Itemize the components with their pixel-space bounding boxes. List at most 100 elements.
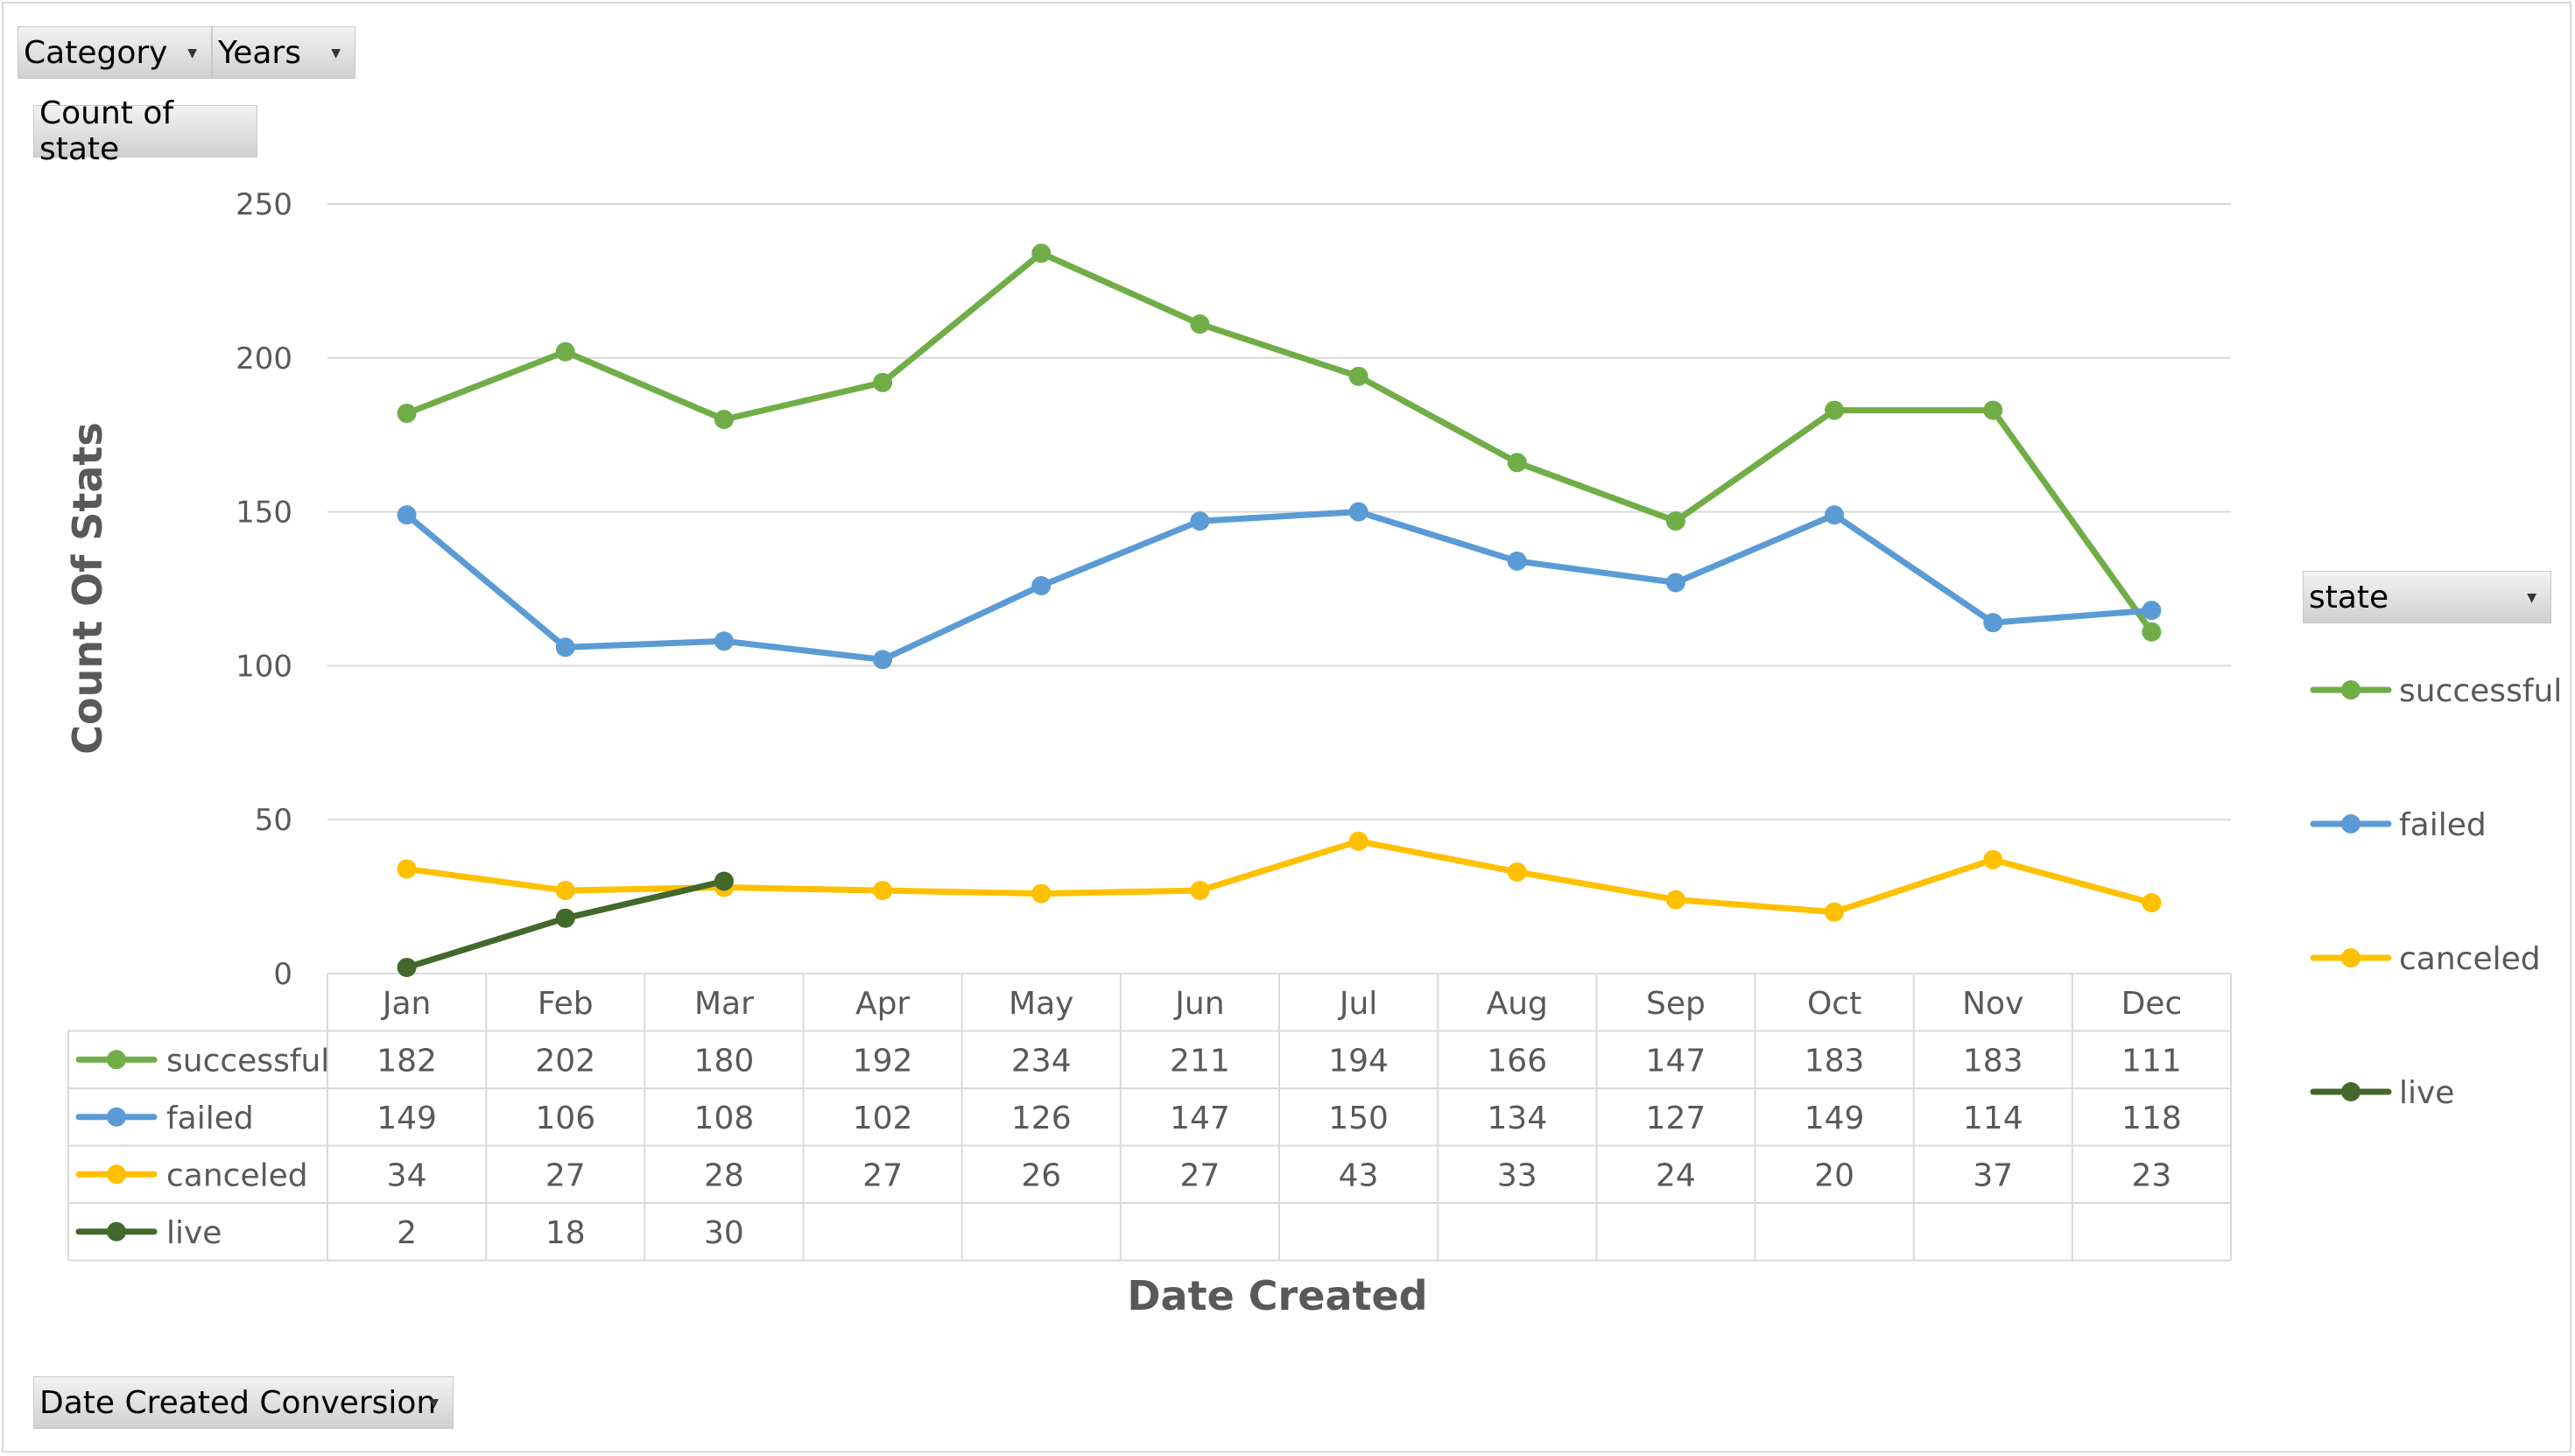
x-tick-label: Mar	[694, 986, 754, 1022]
legend-marker	[2341, 814, 2360, 834]
table-cell-value: 134	[1487, 1101, 1547, 1136]
x-tick-label: Aug	[1487, 986, 1548, 1022]
series-line-canceled	[404, 838, 2155, 916]
table-cell-value: 30	[704, 1215, 744, 1251]
table-series-label: failed	[166, 1101, 254, 1136]
dropdown-arrow-icon: ▼	[429, 1396, 439, 1410]
data-point-canceled	[2142, 893, 2162, 913]
data-point-successful	[873, 372, 893, 392]
y-tick-label: 200	[236, 341, 292, 376]
table-series-label: live	[166, 1215, 222, 1251]
table-cell-value: 183	[1963, 1043, 2023, 1079]
data-point-canceled	[1190, 881, 1210, 901]
data-point-successful	[1031, 243, 1052, 264]
data-point-live	[397, 957, 417, 977]
y-axis-ticks: 0 50 100 150 200 250	[236, 187, 292, 992]
data-point-failed	[1507, 551, 1527, 571]
dropdown-arrow-icon: ▼	[187, 46, 197, 60]
data-point-failed	[1348, 502, 1368, 522]
table-cell-value: 192	[853, 1043, 913, 1079]
data-point-successful	[1983, 400, 2003, 420]
data-point-failed	[397, 505, 417, 525]
legend-label: failed	[2399, 807, 2487, 843]
table-cell-value: 24	[1656, 1157, 1696, 1193]
table-cell-value: 180	[694, 1043, 755, 1079]
table-cell-value: 127	[1646, 1101, 1706, 1136]
table-cell-value: 166	[1487, 1043, 1547, 1079]
data-point-successful	[397, 404, 417, 424]
data-table: Jan Feb Mar Apr May Jun Jul Aug Sep Oct Nov Dec succ…	[67, 973, 2232, 1262]
table-cell-value: 20	[1814, 1157, 1854, 1193]
y-tick-label: 150	[236, 496, 292, 531]
table-cell-value: 34	[387, 1157, 427, 1193]
years-filter-label: Years	[218, 34, 301, 71]
x-tick-label: Jun	[1173, 986, 1224, 1022]
table-cell-value: 211	[1170, 1043, 1230, 1079]
table-cell-value: 126	[1011, 1101, 1072, 1136]
data-point-failed	[555, 637, 575, 658]
data-point-successful	[555, 341, 575, 362]
data-point-canceled	[1665, 890, 1685, 910]
table-cell-value: 106	[535, 1101, 595, 1136]
table-cell-value: 37	[1973, 1157, 2013, 1193]
table-cell-value: 147	[1646, 1043, 1706, 1079]
table-cell-value: 149	[376, 1101, 437, 1136]
y-axis-title: Count Of Stats	[64, 422, 111, 755]
data-point-live	[714, 871, 734, 891]
data-point-canceled	[1825, 902, 1845, 922]
data-point-failed	[1031, 575, 1052, 595]
table-legend-marker	[107, 1050, 126, 1070]
x-tick-label: Nov	[1962, 986, 2023, 1022]
table-cell-value: 202	[535, 1043, 595, 1079]
data-point-failed	[873, 650, 893, 670]
data-point-canceled	[1507, 862, 1527, 882]
table-cell-value: 26	[1021, 1157, 1061, 1193]
table-cell-value: 183	[1805, 1043, 1865, 1079]
data-point-failed	[2142, 601, 2162, 621]
table-cell-value: 194	[1328, 1043, 1389, 1079]
y-tick-label: 250	[236, 187, 292, 222]
data-point-failed	[1983, 613, 2003, 633]
data-point-canceled	[397, 859, 417, 879]
data-point-canceled	[1348, 831, 1368, 851]
table-cell-value: 23	[2132, 1157, 2172, 1193]
data-point-canceled	[1983, 849, 2003, 869]
legend-field-label: state	[2309, 579, 2389, 615]
series-line-failed	[404, 509, 2155, 663]
table-legend-marker	[107, 1107, 126, 1127]
data-point-failed	[714, 631, 734, 651]
table-cell-value: 27	[1180, 1157, 1221, 1193]
table-cell-value: 102	[853, 1101, 913, 1136]
legend-marker	[2341, 1082, 2360, 1101]
table-cell-value: 111	[2121, 1043, 2182, 1079]
data-point-successful	[2142, 622, 2162, 642]
table-cell-value: 18	[545, 1215, 586, 1251]
y-tick-label: 100	[236, 649, 292, 684]
table-cell-value: 234	[1011, 1043, 1072, 1079]
axis-field-button[interactable]: Date Created Conversion ▼	[33, 1376, 454, 1429]
table-series-label: canceled	[166, 1157, 308, 1193]
category-filter-button[interactable]: Category ▼	[18, 26, 212, 79]
data-point-successful	[1507, 453, 1527, 473]
table-cell-value: 2	[397, 1215, 417, 1251]
table-legend-marker	[107, 1221, 126, 1241]
table-cell-value: 33	[1497, 1157, 1537, 1193]
data-point-canceled	[873, 881, 893, 901]
data-point-failed	[1665, 573, 1685, 593]
data-point-successful	[714, 410, 734, 430]
data-point-canceled	[555, 881, 575, 901]
series-line-successful	[404, 250, 2155, 636]
data-point-canceled	[1031, 883, 1052, 904]
data-point-successful	[1825, 400, 1845, 420]
table-series-label: successful	[166, 1043, 329, 1079]
legend-marker	[2341, 948, 2360, 967]
dropdown-arrow-icon: ▼	[2527, 591, 2536, 605]
legend-field-button[interactable]: state ▼	[2303, 571, 2551, 623]
legend-marker	[2341, 680, 2360, 700]
years-filter-button[interactable]: Years ▼	[212, 26, 355, 79]
table-cell-value: 27	[862, 1157, 903, 1193]
values-field-button[interactable]: Count of state	[33, 95, 257, 167]
table-cell-value: 108	[694, 1101, 755, 1136]
values-field-label: Count of state	[39, 95, 174, 167]
